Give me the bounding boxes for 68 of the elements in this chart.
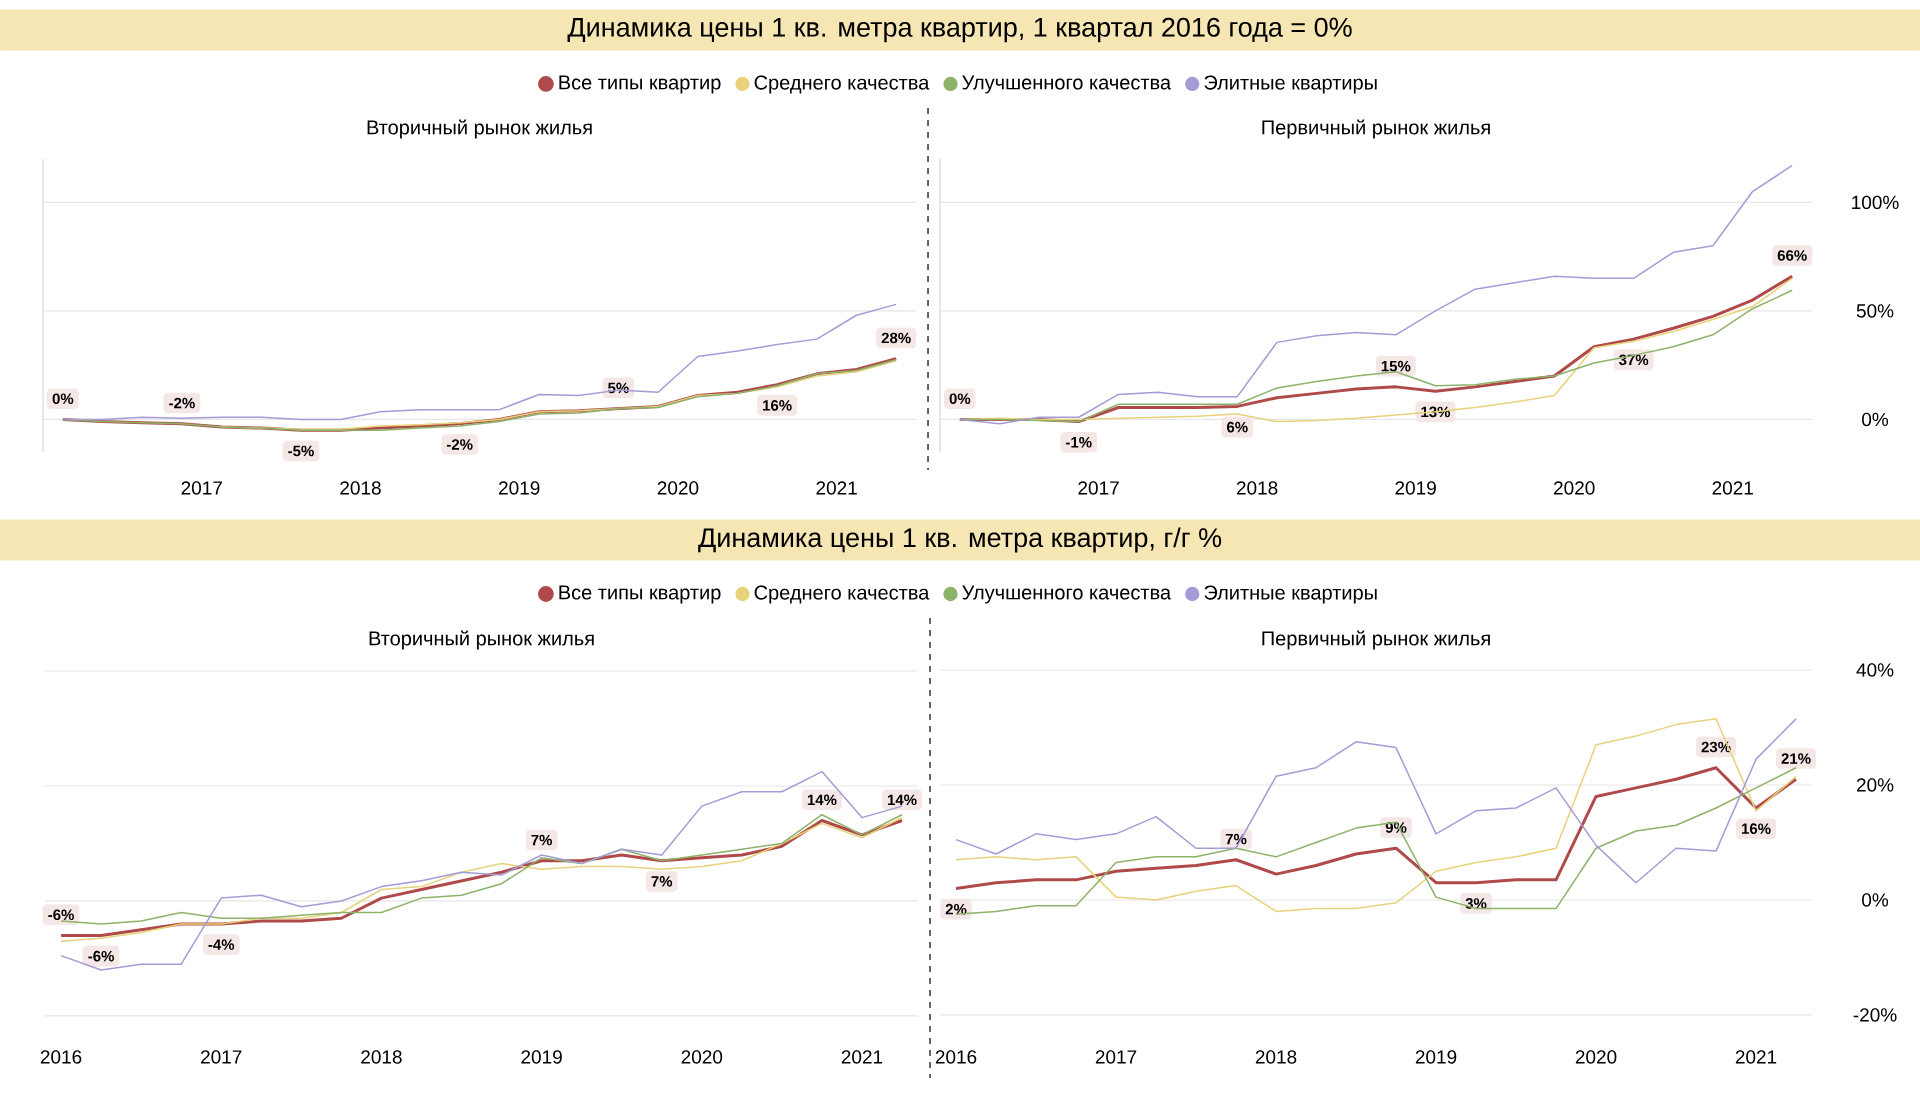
data-label: -6%	[48, 909, 74, 921]
chart-subtitle: Вторичный рынок жилья	[367, 119, 592, 139]
x-tick-label: 2020	[1554, 481, 1595, 495]
chart-title: Динамика цены 1 кв. метра квартир, 1 квартал 2016 года = 0%	[567, 17, 1352, 43]
data-label: 7%	[531, 834, 553, 846]
data-label: 3%	[1465, 898, 1487, 909]
x-tick-label: 2020	[657, 481, 699, 495]
x-tick-label: 2021	[1712, 481, 1753, 495]
x-tick-label: 2019	[499, 481, 540, 495]
data-label: 0%	[949, 393, 971, 405]
legend-label: Все типы квартир	[559, 585, 721, 604]
data-label: 28%	[881, 332, 911, 344]
data-label: -6%	[88, 950, 115, 962]
x-tick-label: 2018	[1255, 1050, 1297, 1064]
y-tick-label: 50%	[1856, 304, 1894, 318]
chart-subtitle: Вторичный рынок жилья	[369, 630, 594, 650]
data-label: 14%	[887, 794, 917, 806]
data-label: 16%	[1741, 823, 1771, 835]
x-tick-label: 2021	[816, 481, 857, 495]
x-tick-label: 2018	[361, 1050, 402, 1064]
data-label: -4%	[208, 939, 235, 950]
data-label: 7%	[651, 876, 673, 887]
legend-label: Улучшенного качества	[962, 585, 1172, 604]
legend-label: Элитные квартиры	[1204, 75, 1377, 94]
x-tick-label: 2020	[1575, 1050, 1617, 1064]
x-tick-label: 2016	[935, 1050, 977, 1064]
data-label: 37%	[1618, 354, 1649, 366]
x-tick-label: 2021	[841, 1050, 883, 1064]
x-tick-label: 2018	[1236, 481, 1278, 495]
legend-label: Среднего качества	[754, 585, 930, 604]
y-tick-label: 40%	[1856, 663, 1894, 677]
data-label: 14%	[807, 794, 837, 806]
data-label: 16%	[763, 400, 792, 411]
legend-label: Элитные квартиры	[1204, 585, 1377, 604]
x-tick-label: 2020	[681, 1050, 723, 1064]
x-tick-label: 2018	[340, 481, 381, 495]
data-label: -2%	[446, 439, 473, 450]
y-tick-label: 20%	[1856, 778, 1894, 792]
x-tick-label: 2017	[181, 481, 222, 495]
data-label: 2%	[945, 903, 967, 915]
data-label: 23%	[1701, 741, 1731, 753]
legend-label: Улучшенного качества	[962, 75, 1172, 94]
legend-label: Все типы квартир	[559, 75, 721, 94]
data-label: 21%	[1781, 753, 1811, 764]
y-tick-label: 0%	[1862, 412, 1889, 427]
y-tick-label: -20%	[1853, 1008, 1897, 1022]
x-tick-label: 2017	[1078, 481, 1119, 495]
data-label: 15%	[1381, 360, 1411, 372]
x-tick-label: 2019	[1415, 1050, 1457, 1064]
data-label: -1%	[1066, 437, 1092, 448]
x-tick-label: 2017	[1095, 1050, 1137, 1064]
chart-title: Динамика цены 1 кв. метра квартир, г/г %	[698, 527, 1222, 553]
data-label: 6%	[1227, 421, 1248, 433]
legend-label: Среднего качества	[754, 75, 930, 94]
y-tick-label: 0%	[1862, 893, 1889, 907]
data-label: -5%	[288, 445, 314, 457]
data-label: 7%	[1225, 833, 1247, 845]
x-tick-label: 2016	[40, 1050, 82, 1064]
x-tick-label: 2017	[201, 1050, 242, 1064]
x-tick-label: 2019	[1395, 481, 1436, 495]
data-label: -2%	[169, 397, 195, 409]
chart-title: Первичный рынок жилья	[1262, 119, 1490, 139]
data-label: 0%	[52, 393, 74, 405]
x-tick-label: 2021	[1735, 1050, 1777, 1064]
data-label: 66%	[1777, 250, 1807, 261]
y-tick-label: 100%	[1852, 195, 1899, 210]
x-tick-label: 2019	[521, 1050, 562, 1064]
chart-title: Первичный рынок жилья	[1262, 630, 1490, 650]
